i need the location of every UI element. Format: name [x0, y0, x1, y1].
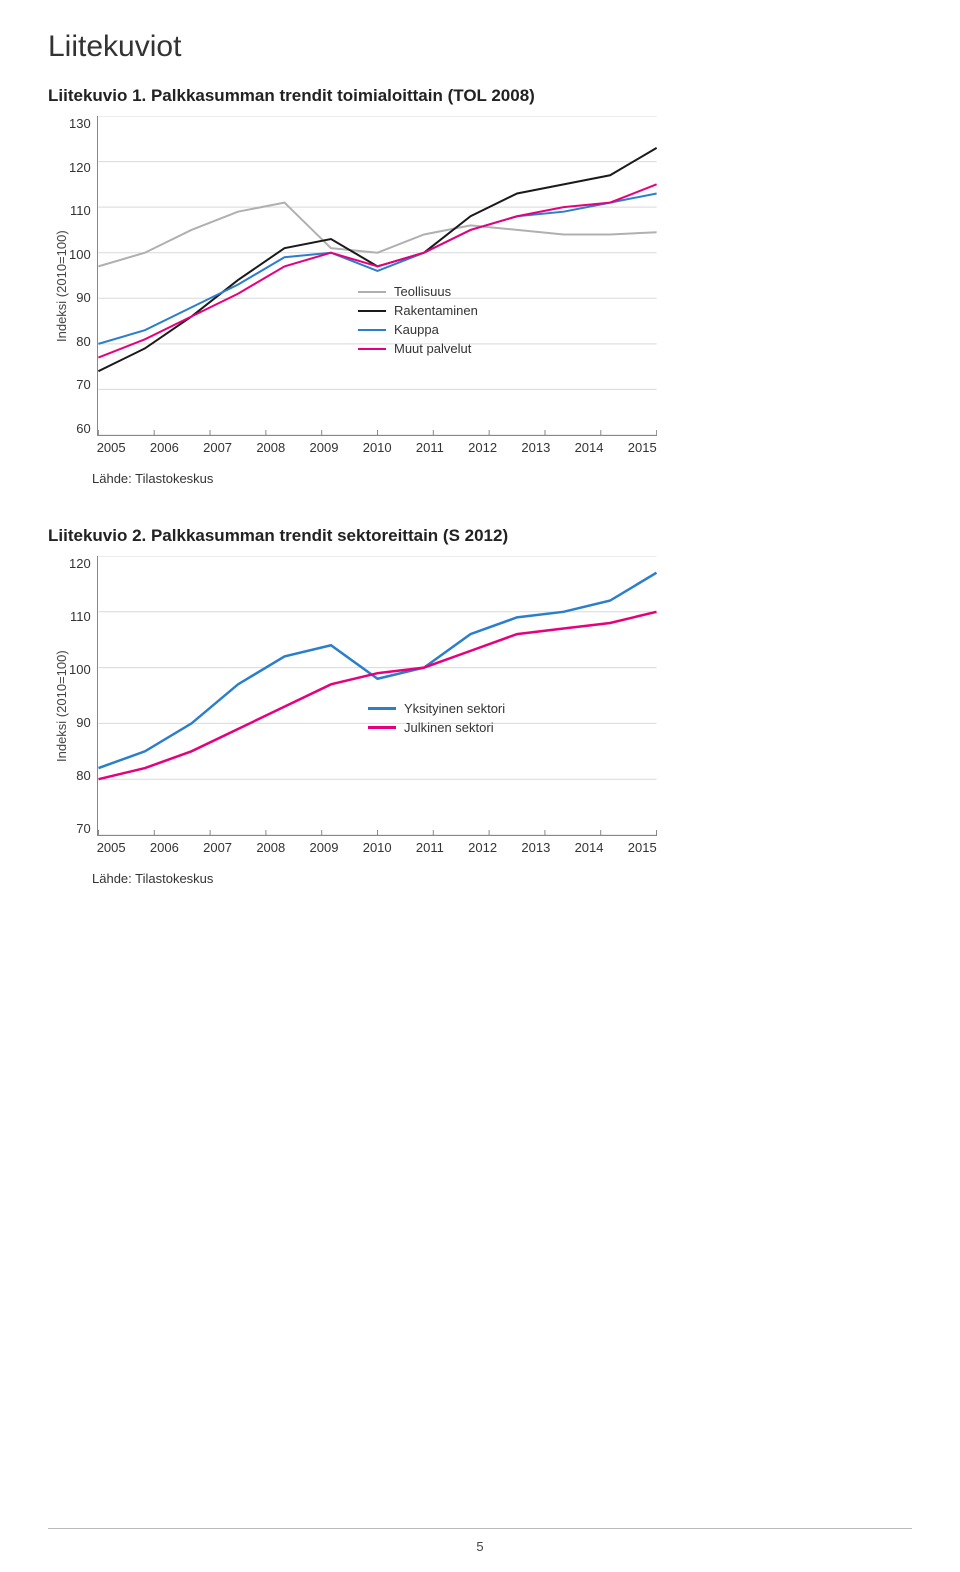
xtick: 2008 [256, 440, 285, 455]
legend-item: Julkinen sektori [368, 720, 505, 735]
ytick: 100 [69, 247, 91, 262]
chart-2-title: Liitekuvio 2. Palkkasumman trendit sekto… [48, 526, 912, 546]
ytick: 120 [69, 160, 91, 175]
xtick: 2012 [468, 440, 497, 455]
ytick: 60 [69, 421, 91, 436]
ytick: 70 [69, 821, 91, 836]
xtick: 2008 [256, 840, 285, 855]
legend-label: Muut palvelut [394, 341, 471, 356]
chart-1-area: Indeksi (2010=100) 13012011010090807060 … [48, 116, 912, 455]
xtick: 2013 [521, 440, 550, 455]
legend-label: Julkinen sektori [404, 720, 494, 735]
legend-item: Muut palvelut [358, 341, 478, 356]
legend-swatch [358, 310, 386, 312]
ytick: 90 [69, 715, 91, 730]
chart-1: Liitekuvio 1. Palkkasumman trendit toimi… [48, 86, 912, 486]
chart-2-source: Lähde: Tilastokeskus [92, 871, 912, 886]
chart-2-ylabel: Indeksi (2010=100) [48, 566, 69, 846]
chart-2-yticks: 120 110 100 90 80 70 [69, 556, 97, 836]
ytick: 100 [69, 662, 91, 677]
legend-label: Teollisuus [394, 284, 451, 299]
xtick: 2015 [628, 840, 657, 855]
ytick: 80 [69, 334, 91, 349]
xtick: 2009 [310, 840, 339, 855]
xtick: 2006 [150, 440, 179, 455]
chart-2-legend: Yksityinen sektori Julkinen sektori [368, 701, 505, 739]
ytick: 110 [69, 609, 91, 624]
legend-swatch [358, 291, 386, 293]
page-footer: 5 [0, 1528, 960, 1554]
page-number: 5 [476, 1539, 483, 1554]
chart-1-xticks: 2005 2006 2007 2008 2009 2010 2011 2012 2013 2014… [97, 436, 657, 455]
legend-item: Teollisuus [358, 284, 478, 299]
xtick: 2015 [628, 440, 657, 455]
xtick: 2010 [363, 840, 392, 855]
chart-1-source: Lähde: Tilastokeskus [92, 471, 912, 486]
xtick: 2006 [150, 840, 179, 855]
xtick: 2012 [468, 840, 497, 855]
legend-swatch [358, 348, 386, 350]
chart-2: Liitekuvio 2. Palkkasumman trendit sekto… [48, 526, 912, 886]
xtick: 2007 [203, 840, 232, 855]
page-title: Liitekuviot [48, 30, 912, 64]
ytick: 90 [69, 290, 91, 305]
chart-1-legend: Teollisuus Rakentaminen Kauppa Muut palv… [358, 284, 478, 360]
xtick: 2014 [575, 840, 604, 855]
legend-item: Yksityinen sektori [368, 701, 505, 716]
chart-1-ylabel: Indeksi (2010=100) [48, 126, 69, 446]
xtick: 2013 [521, 840, 550, 855]
legend-label: Kauppa [394, 322, 439, 337]
xtick: 2014 [575, 440, 604, 455]
chart-1-svg [97, 116, 657, 436]
xtick: 2011 [416, 440, 444, 455]
chart-2-xticks: 2005 2006 2007 2008 2009 2010 2011 2012 2013 2014… [97, 836, 657, 855]
xtick: 2007 [203, 440, 232, 455]
ytick: 80 [69, 768, 91, 783]
chart-2-area: Indeksi (2010=100) 120110100908070 20052… [48, 556, 912, 855]
ytick: 130 [69, 116, 91, 131]
legend-item: Rakentaminen [358, 303, 478, 318]
xtick: 2005 [97, 440, 126, 455]
ytick: 120 [69, 556, 91, 571]
xtick: 2009 [310, 440, 339, 455]
xtick: 2010 [363, 440, 392, 455]
legend-label: Yksityinen sektori [404, 701, 505, 716]
xtick: 2011 [416, 840, 444, 855]
xtick: 2005 [97, 840, 126, 855]
chart-1-title: Liitekuvio 1. Palkkasumman trendit toimi… [48, 86, 912, 106]
chart-2-svg [97, 556, 657, 836]
legend-swatch [368, 707, 396, 710]
legend-swatch [368, 726, 396, 729]
legend-label: Rakentaminen [394, 303, 478, 318]
legend-swatch [358, 329, 386, 331]
legend-item: Kauppa [358, 322, 478, 337]
chart-1-yticks: 130 120 110 100 90 80 70 60 [69, 116, 97, 436]
ytick: 110 [69, 203, 91, 218]
ytick: 70 [69, 377, 91, 392]
